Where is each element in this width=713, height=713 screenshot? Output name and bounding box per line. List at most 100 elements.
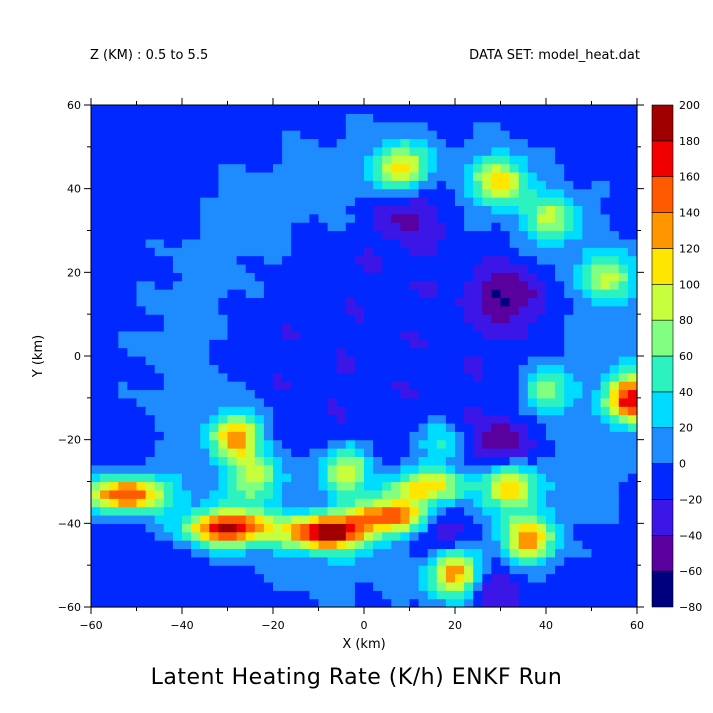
heatmap-cell <box>345 322 356 332</box>
heatmap-cell <box>163 397 174 407</box>
heatmap-cell <box>354 180 365 190</box>
heatmap-cell <box>618 548 629 558</box>
heatmap-cell <box>409 464 420 474</box>
colorbar-label: 60 <box>679 350 693 363</box>
heatmap-cell <box>118 356 128 365</box>
heatmap-cell <box>327 130 338 140</box>
heatmap-cell <box>382 431 392 441</box>
heatmap-cell <box>109 372 119 382</box>
heatmap-cell <box>291 247 301 257</box>
heatmap-cell <box>582 305 593 315</box>
heatmap-cell <box>109 565 119 575</box>
heatmap-cell <box>318 414 329 424</box>
heatmap-cell <box>418 222 429 232</box>
heatmap-cell <box>200 289 210 299</box>
heatmap-cell <box>582 540 593 550</box>
heatmap-cell <box>445 489 456 499</box>
heatmap-cell <box>391 540 401 550</box>
heatmap-cell <box>200 322 210 332</box>
heatmap-cell <box>400 406 411 416</box>
heatmap-cell <box>473 414 483 424</box>
heatmap-cell <box>282 121 292 131</box>
heatmap-cell <box>154 222 165 232</box>
heatmap-cell <box>200 205 210 215</box>
heatmap-cell <box>145 330 156 340</box>
heatmap-cell <box>354 506 365 516</box>
heatmap-cell <box>336 565 347 575</box>
heatmap-cell <box>518 272 529 282</box>
heatmap-cell <box>273 414 283 424</box>
heatmap-cell <box>546 548 556 558</box>
heatmap-cell <box>118 213 128 223</box>
heatmap-cell <box>518 347 529 357</box>
heatmap-cell <box>309 297 320 307</box>
heatmap-cell <box>364 247 374 257</box>
heatmap-cell <box>109 381 119 391</box>
heatmap-cell <box>536 121 547 131</box>
heatmap-cell <box>263 406 274 416</box>
heatmap-cell <box>163 439 174 449</box>
heatmap-cell <box>336 272 347 282</box>
heatmap-cell <box>318 548 329 558</box>
heatmap-cell <box>236 523 247 533</box>
heatmap-cell <box>382 130 392 140</box>
heatmap-cell <box>582 297 593 307</box>
heatmap-cell <box>163 498 174 508</box>
heatmap-cell <box>564 381 574 391</box>
heatmap-cell <box>627 247 638 257</box>
heatmap-cell <box>300 523 310 533</box>
heatmap-cell <box>609 322 620 332</box>
heatmap-cell <box>109 590 119 600</box>
heatmap-cell <box>527 205 538 215</box>
heatmap-cell <box>564 439 574 449</box>
heatmap-cell <box>254 230 265 240</box>
heatmap-cell <box>527 247 538 257</box>
heatmap-cell <box>473 448 483 457</box>
heatmap-cell <box>364 556 374 566</box>
heatmap-cell <box>400 247 411 257</box>
heatmap-cell <box>400 305 411 315</box>
heatmap-cell <box>127 481 138 491</box>
heatmap-cell <box>254 339 265 349</box>
heatmap-cell <box>418 590 429 600</box>
heatmap-cell <box>564 448 574 457</box>
heatmap-cell <box>445 498 456 508</box>
heatmap-cell <box>163 305 174 315</box>
heatmap-cell <box>427 180 438 190</box>
heatmap-cell <box>536 565 547 575</box>
heatmap-cell <box>263 598 274 608</box>
heatmap-cell <box>282 272 292 282</box>
heatmap-cell <box>445 180 456 190</box>
heatmap-cell <box>172 356 183 365</box>
heatmap-cell <box>245 548 256 558</box>
heatmap-cell <box>327 188 338 198</box>
heatmap-cell <box>573 255 583 265</box>
heatmap-cell <box>464 330 474 340</box>
heatmap-cell <box>400 146 411 156</box>
heatmap-cell <box>145 222 156 232</box>
heatmap-cell <box>618 113 629 123</box>
heatmap-cell <box>546 556 556 566</box>
heatmap-cell <box>555 222 565 232</box>
heatmap-cell <box>555 130 565 140</box>
heatmap-cell <box>91 464 101 474</box>
heatmap-cell <box>254 381 265 391</box>
heatmap-cell <box>482 431 492 441</box>
heatmap-cell <box>445 138 456 148</box>
heatmap-cell <box>309 523 320 533</box>
heatmap-cell <box>509 314 520 324</box>
heatmap-cell <box>273 222 283 232</box>
y-tick-label: 40 <box>67 183 81 196</box>
heatmap-cell <box>509 598 520 608</box>
heatmap-cell <box>546 523 556 533</box>
heatmap-cell <box>291 113 301 123</box>
heatmap-cell <box>218 431 229 441</box>
heatmap-cell <box>500 489 511 499</box>
heatmap-cell <box>591 155 602 165</box>
heatmap-cell <box>627 464 638 474</box>
heatmap-cell <box>500 473 511 483</box>
heatmap-cell <box>609 255 620 265</box>
heatmap-cell <box>182 506 192 516</box>
heatmap-cell <box>500 548 511 558</box>
heatmap-cell <box>464 498 474 508</box>
